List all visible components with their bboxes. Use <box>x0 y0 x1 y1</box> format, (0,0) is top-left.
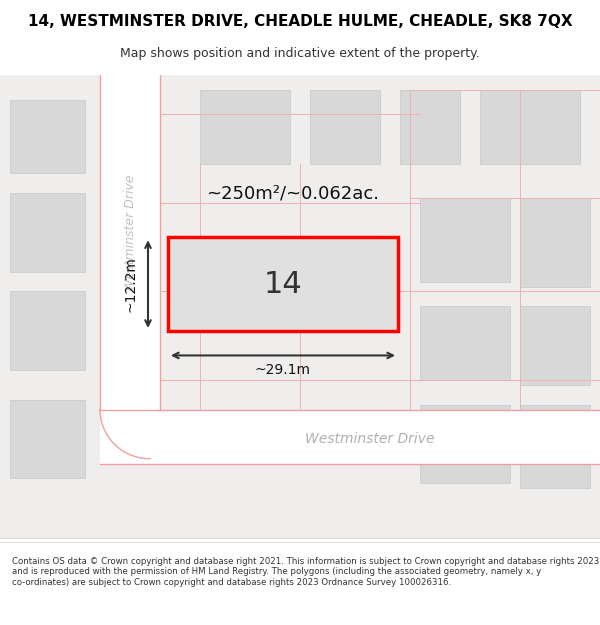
Text: Westminster Drive: Westminster Drive <box>305 432 435 446</box>
Bar <box>100 409 600 464</box>
Text: Contains OS data © Crown copyright and database right 2021. This information is : Contains OS data © Crown copyright and d… <box>12 557 599 586</box>
Bar <box>420 198 510 282</box>
Text: 14: 14 <box>263 269 302 299</box>
Bar <box>400 90 460 164</box>
Text: 14, WESTMINSTER DRIVE, CHEADLE HULME, CHEADLE, SK8 7QX: 14, WESTMINSTER DRIVE, CHEADLE HULME, CH… <box>28 14 572 29</box>
Bar <box>520 404 590 488</box>
Bar <box>100 75 160 409</box>
Bar <box>520 306 590 385</box>
Bar <box>480 90 580 164</box>
Text: ~12.2m: ~12.2m <box>123 256 137 312</box>
Text: ~29.1m: ~29.1m <box>255 363 311 378</box>
Bar <box>310 90 380 164</box>
Bar <box>520 198 590 287</box>
Text: Map shows position and indicative extent of the property.: Map shows position and indicative extent… <box>120 48 480 61</box>
Text: Westminster Drive: Westminster Drive <box>124 174 137 291</box>
Bar <box>168 238 398 331</box>
Bar <box>10 99 85 173</box>
Bar <box>420 404 510 483</box>
Bar <box>10 193 85 272</box>
Bar <box>10 291 85 370</box>
Bar <box>420 306 510 380</box>
Bar <box>200 90 290 164</box>
Bar <box>10 400 85 479</box>
Text: ~250m²/~0.062ac.: ~250m²/~0.062ac. <box>206 184 380 202</box>
